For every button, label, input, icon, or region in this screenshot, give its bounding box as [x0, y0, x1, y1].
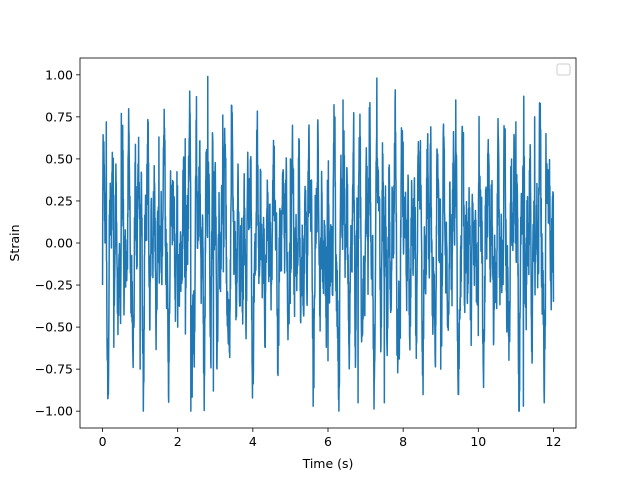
x-axis-ticks: 0 2 4 6 8 10 12: [99, 428, 562, 449]
x-tick-label: 12: [546, 434, 562, 449]
x-tick-label: 4: [249, 434, 257, 449]
y-tick-label: 0.00: [45, 236, 73, 251]
y-axis-label: Strain: [7, 224, 22, 261]
y-tick-label: 1.00: [45, 67, 73, 82]
y-tick-label: −0.75: [35, 362, 73, 377]
y-tick-label: 0.50: [45, 151, 73, 166]
x-tick-label: 2: [174, 434, 182, 449]
y-tick-label: 0.75: [45, 109, 73, 124]
x-tick-label: 10: [470, 434, 486, 449]
y-axis-ticks: −1.00 −0.75 −0.50 −0.25 0.00 0.25 0.50 0.75 1.00: [35, 67, 80, 419]
y-tick-label: −0.50: [35, 320, 73, 335]
x-tick-label: 8: [399, 434, 407, 449]
series-line: [101, 75, 555, 412]
x-tick-label: 6: [324, 434, 332, 449]
x-tick-label: 0: [99, 434, 107, 449]
legend-box: [556, 63, 571, 76]
y-tick-label: 0.25: [45, 193, 73, 208]
series-layer: [101, 75, 555, 412]
y-tick-label: −0.25: [35, 278, 73, 293]
y-tick-label: −1.00: [35, 404, 73, 419]
x-axis-label: Time (s): [302, 456, 354, 471]
